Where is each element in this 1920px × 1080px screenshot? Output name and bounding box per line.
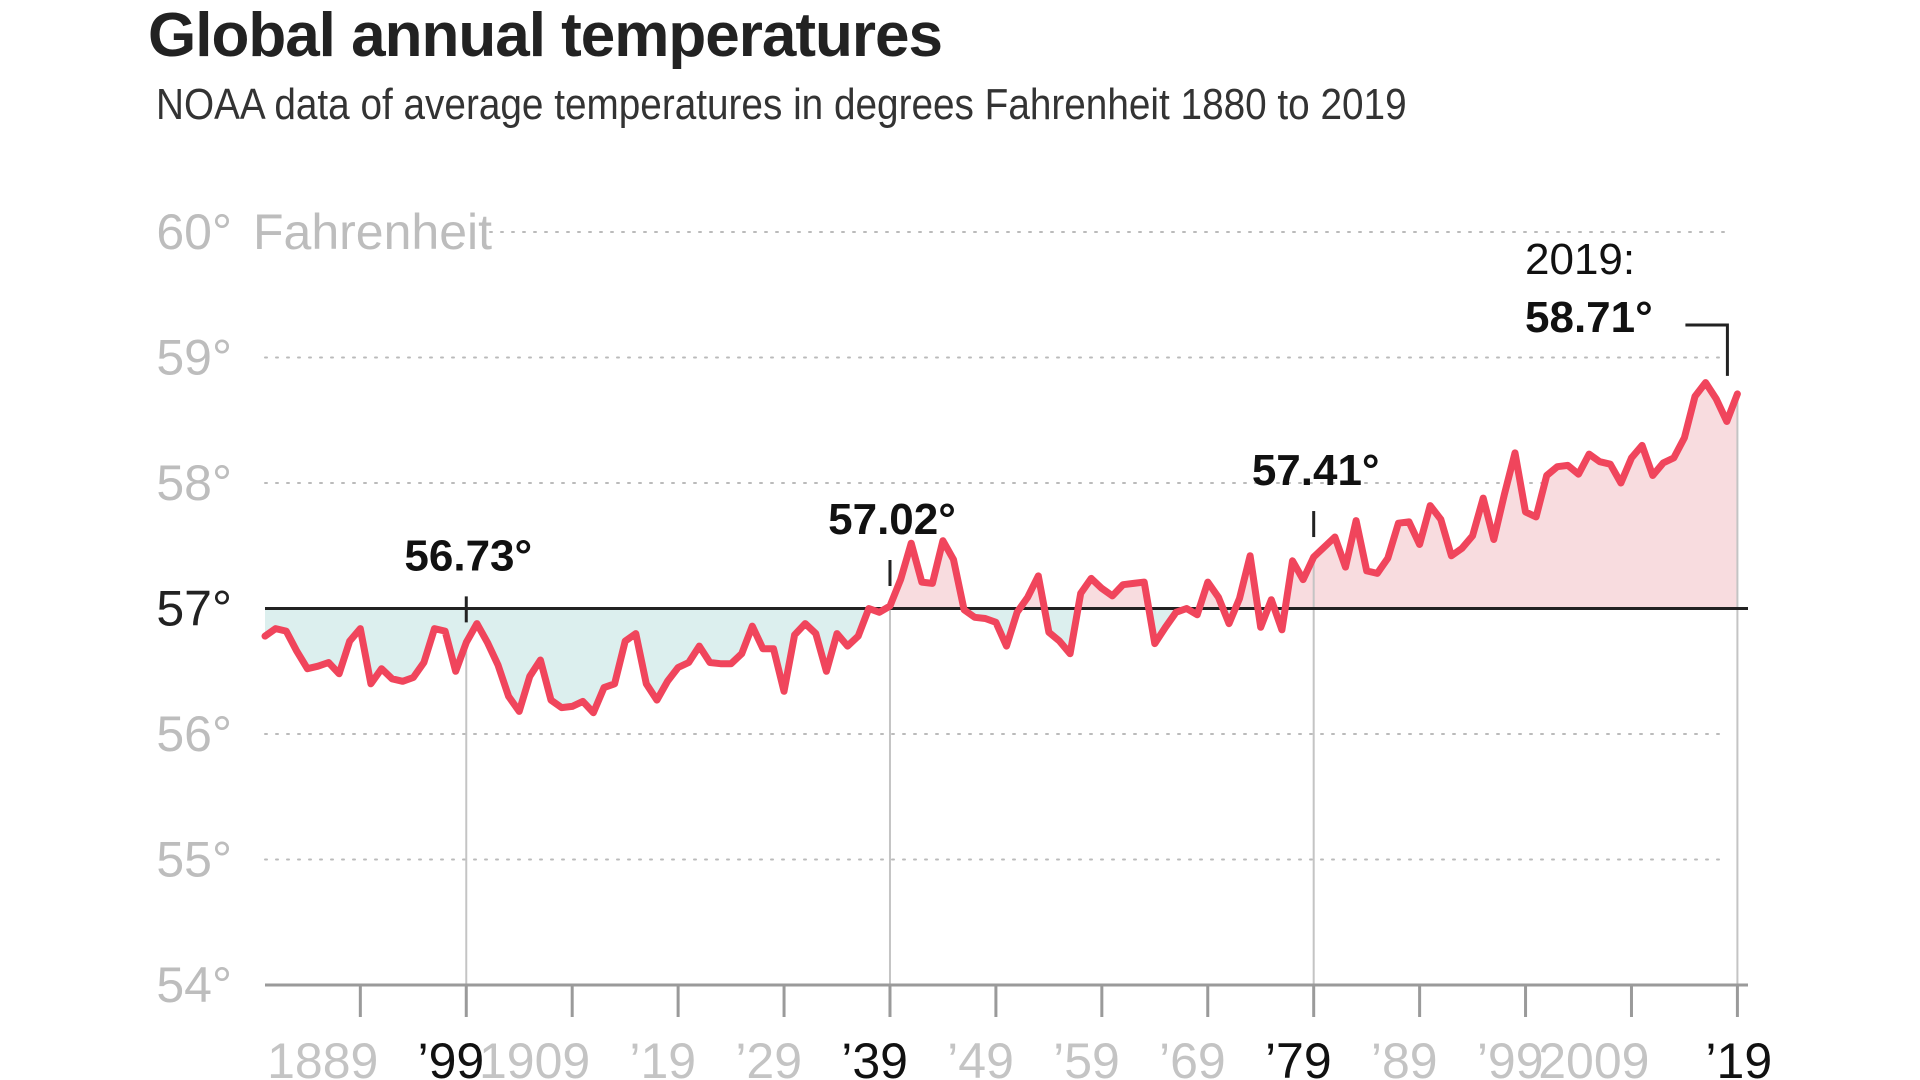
- x-tick-label: ’39: [841, 1033, 908, 1080]
- temperature-line: [261, 379, 1741, 717]
- axes: [265, 607, 1748, 1017]
- x-tick-label: 1909: [479, 1033, 590, 1080]
- x-tick-label: ’99: [418, 1033, 485, 1080]
- annotations: 56.73° 57.02° 57.41° 2019: 58.71°: [404, 235, 1729, 623]
- y-tick-label: 60°: [156, 204, 232, 260]
- annotation-value-label: 57.02°: [828, 495, 956, 544]
- x-tick-label: ’19: [1705, 1033, 1772, 1080]
- series-line: [261, 379, 1741, 717]
- x-tick-label: 1889: [267, 1033, 378, 1080]
- y-tick-label: 59°: [156, 330, 232, 386]
- x-tick-label: ’99: [1477, 1033, 1544, 1080]
- annotation-year-label: 2019:: [1525, 235, 1635, 284]
- y-tick-label: 55°: [156, 832, 232, 888]
- chart-subtitle: NOAA data of average temperatures in deg…: [156, 80, 1407, 129]
- y-tick-label: 57°: [156, 581, 232, 637]
- area-fills: [265, 382, 1738, 713]
- annotation-value-label: 58.71°: [1525, 293, 1653, 342]
- x-tick-label: ’29: [735, 1033, 802, 1080]
- x-tick-label: ’49: [947, 1033, 1014, 1080]
- annotation-leader-2019: [1685, 323, 1729, 376]
- annotation-value-label: 56.73°: [404, 531, 532, 580]
- y-tick-label: 56°: [156, 706, 232, 762]
- y-axis-unit-label: Fahrenheit: [253, 204, 492, 260]
- y-tick-label: 54°: [156, 957, 232, 1013]
- y-tick-label: 58°: [156, 455, 232, 511]
- x-tick-label: 2009: [1538, 1033, 1649, 1080]
- axis-labels: 60° Fahrenheit59°58°57°56°55°54°1889’9919…: [156, 204, 1772, 1080]
- annotation-guides: [465, 393, 1739, 985]
- area-below-baseline: [265, 608, 1286, 713]
- x-tick-label: ’79: [1265, 1033, 1332, 1080]
- x-tick-label: ’89: [1371, 1033, 1438, 1080]
- annotation-value-label: 57.41°: [1252, 446, 1380, 495]
- area-above-baseline: [868, 382, 1738, 609]
- chart-title: Global annual temperatures: [148, 1, 943, 70]
- x-tick-label: ’19: [629, 1033, 696, 1080]
- x-tick-label: ’59: [1053, 1033, 1120, 1080]
- grid-lines: [264, 231, 1726, 861]
- x-tick-label: ’69: [1159, 1033, 1226, 1080]
